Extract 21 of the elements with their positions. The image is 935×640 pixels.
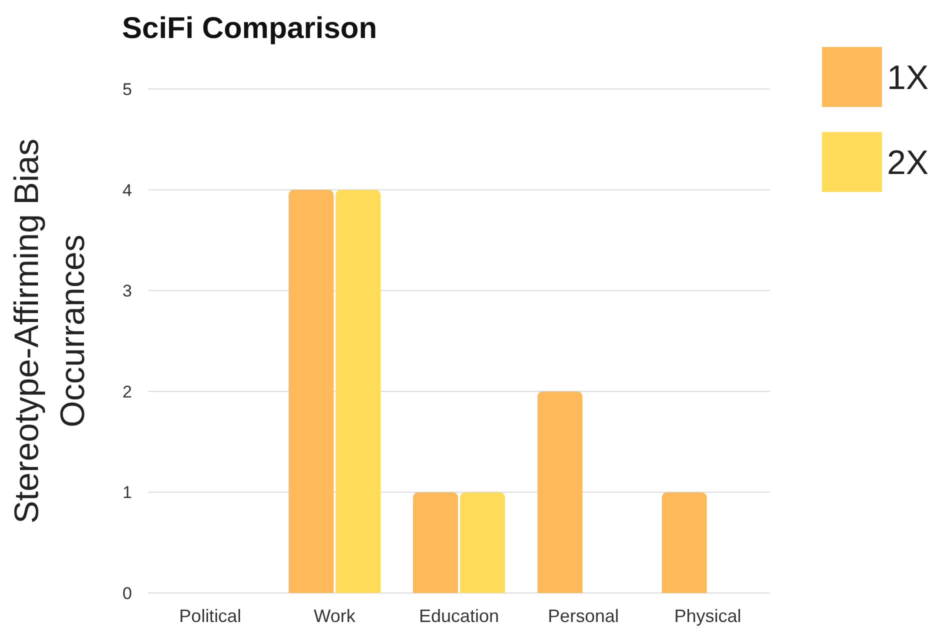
bar [662,492,707,593]
y-tick-label: 5 [122,80,132,99]
chart-title: SciFi Comparison [122,12,378,45]
y-tick-label: 2 [122,382,132,402]
legend-label: 2X [887,144,929,182]
x-tick-label: Work [314,606,356,626]
x-tick-label: Personal [548,606,619,626]
y-tick-label: 1 [122,483,132,502]
y-tick-label: 0 [122,584,132,603]
x-tick-label: Physical [674,606,742,626]
legend-label: 1X [887,58,929,97]
bar [537,391,582,593]
y-tick-label: 3 [122,282,132,301]
bar [288,190,334,593]
y-axis-title: Stereotype-Affirming Bias Occurrances [8,138,92,524]
y-tick-label: 4 [122,180,132,200]
bar [460,492,505,593]
x-tick-label: Education [418,606,500,626]
bar [413,492,458,593]
bar [336,190,381,593]
x-tick-label: Political [179,606,242,626]
